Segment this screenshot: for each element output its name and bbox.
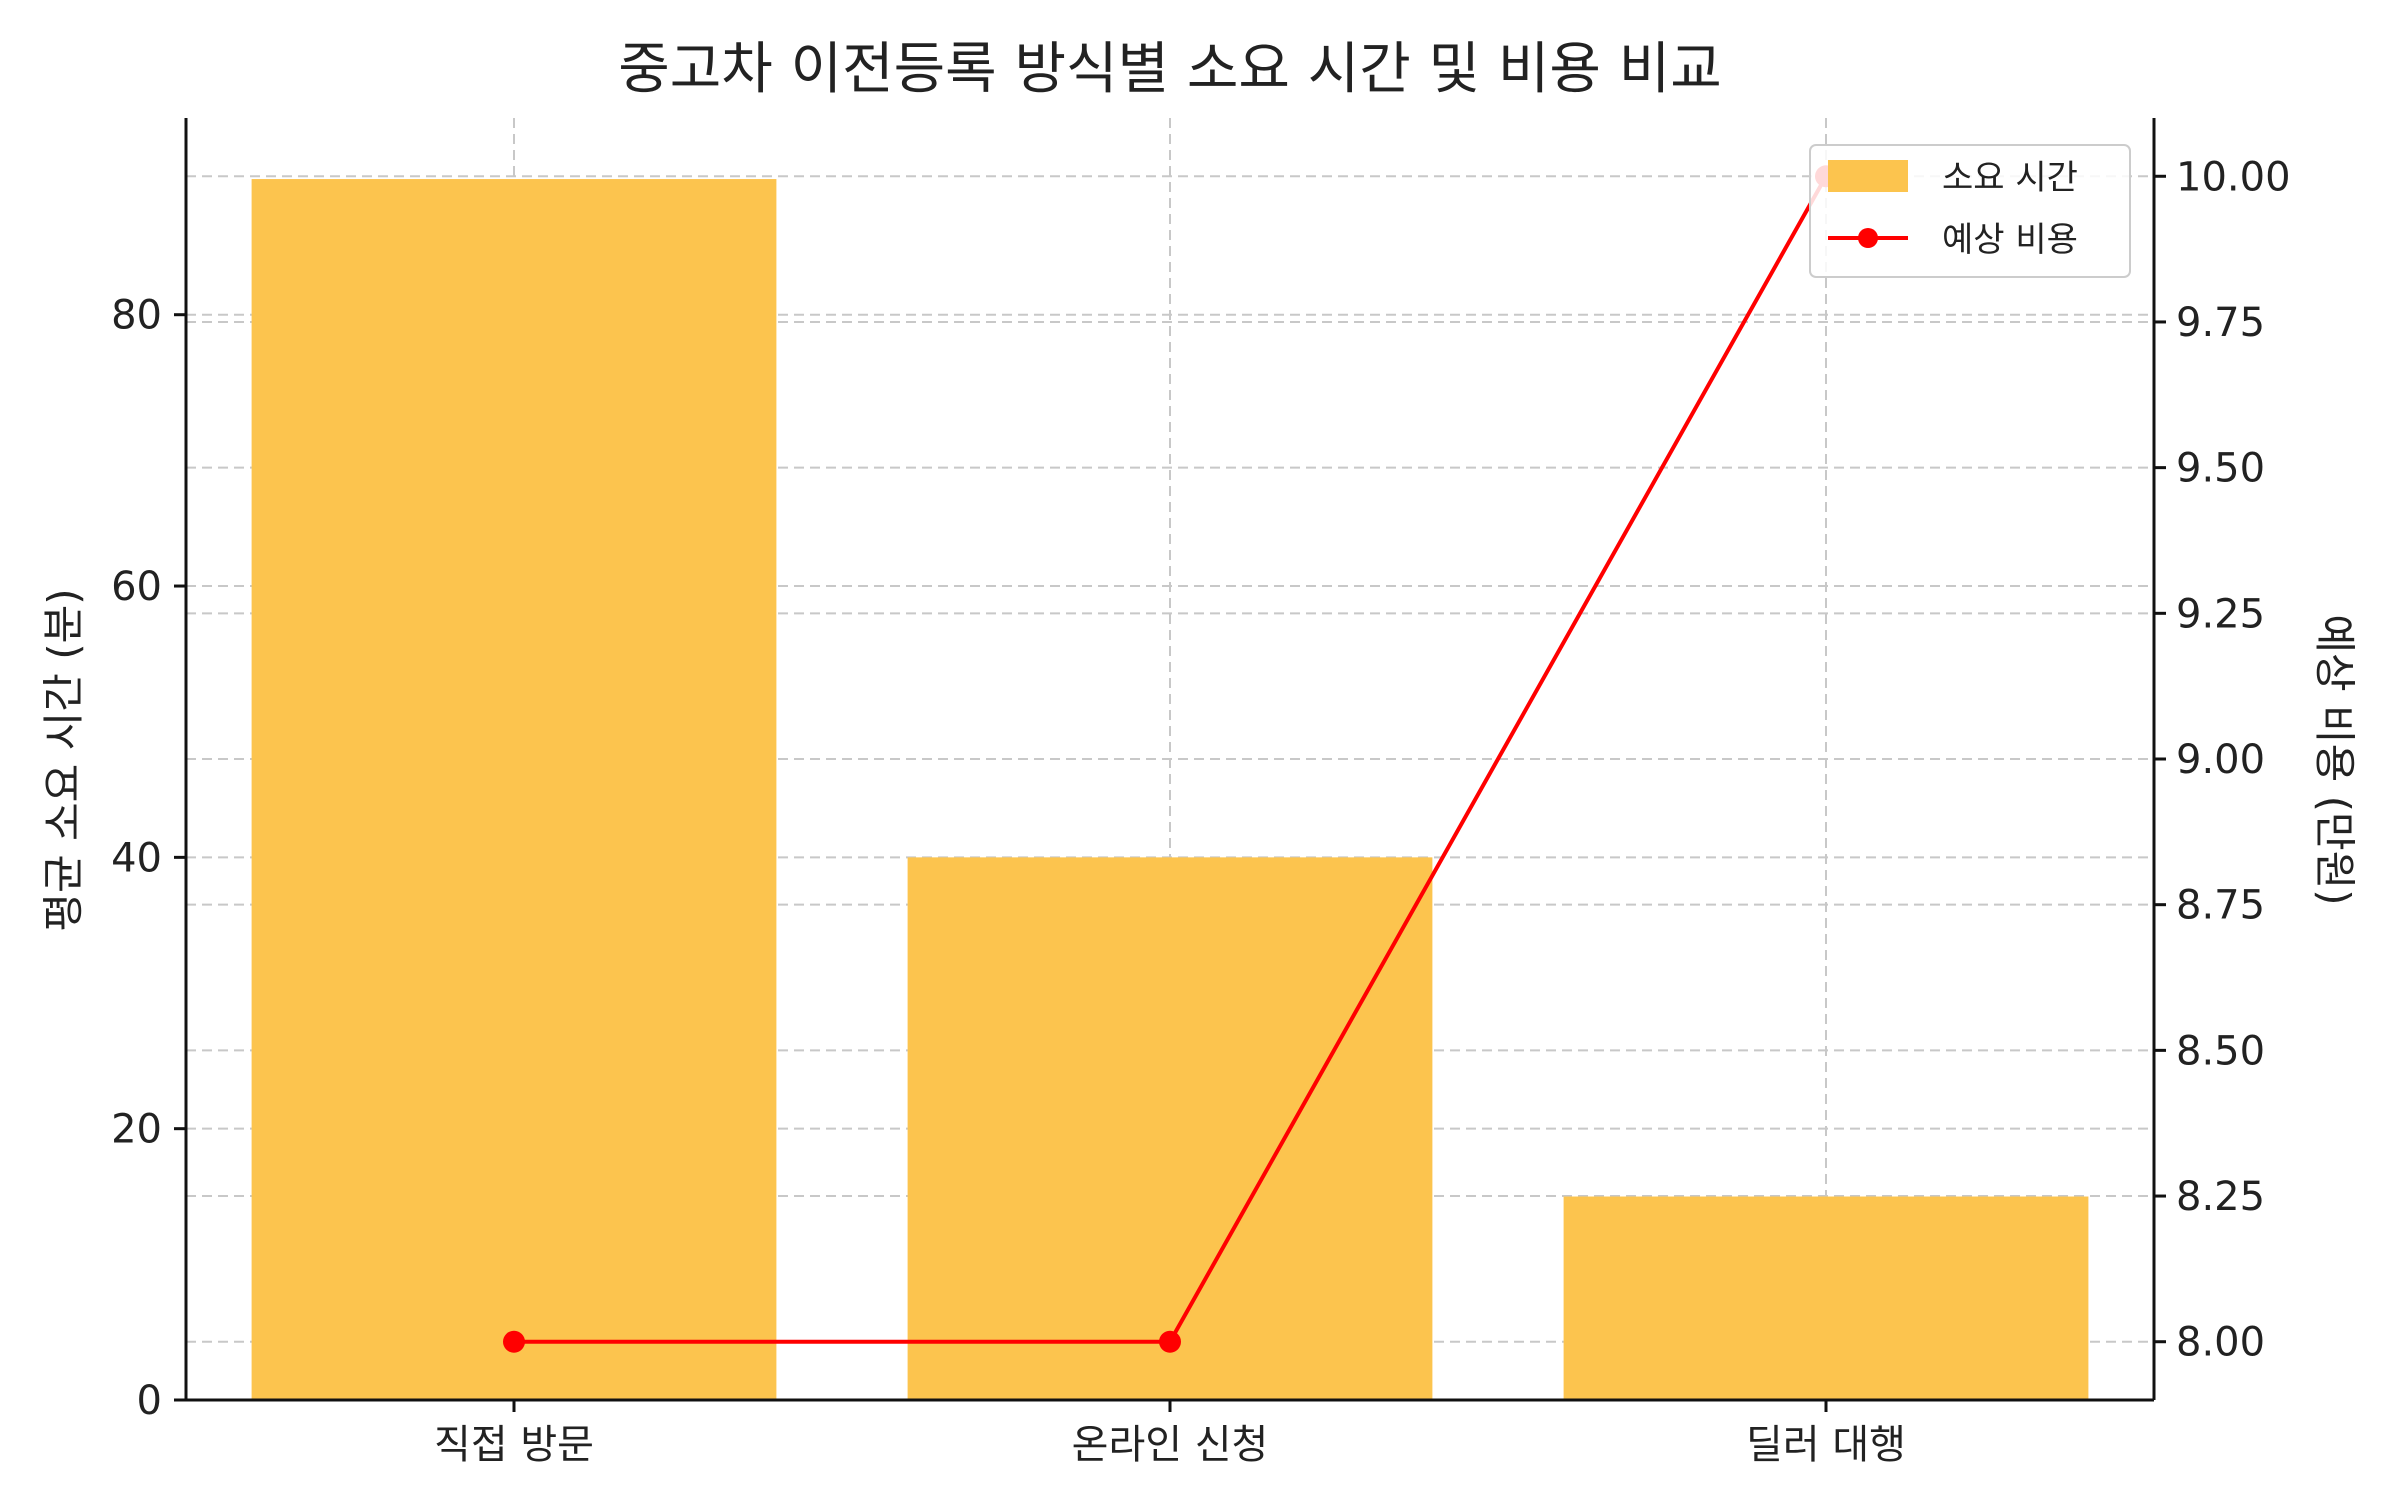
legend-bar-swatch bbox=[1828, 160, 1908, 192]
bar bbox=[251, 179, 777, 1401]
y-left-tick-label: 60 bbox=[111, 564, 162, 610]
y-right-tick-label: 8.25 bbox=[2176, 1174, 2265, 1220]
cost-point bbox=[1159, 1330, 1181, 1353]
y-right-tick-label: 9.75 bbox=[2176, 300, 2265, 346]
y-right-tick-label: 8.00 bbox=[2176, 1320, 2265, 1366]
y-left-axis-label: 평균 소요 시간 (분) bbox=[39, 588, 88, 931]
bar bbox=[907, 857, 1433, 1400]
y-right-tick-label: 10.00 bbox=[2176, 154, 2291, 200]
y-left-tick-label: 0 bbox=[137, 1378, 162, 1424]
cost-point bbox=[503, 1330, 525, 1353]
legend: 소요 시간 예상 비용 bbox=[1809, 144, 2131, 278]
y-left-tick-label: 40 bbox=[111, 835, 162, 881]
bar bbox=[1563, 1196, 2089, 1400]
y-left-tick-label: 20 bbox=[111, 1107, 162, 1153]
y-right-tick-label: 8.50 bbox=[2176, 1028, 2265, 1074]
bar-layer bbox=[251, 179, 2089, 1401]
axis-layer: 0 20 40 60 80 8.00 8.25 8.50 8.75 9.00 9.25 9.50 9.7… bbox=[111, 118, 2291, 1468]
y-right-axis-label: 예상 비용 (만원) bbox=[2310, 614, 2359, 905]
y-right-tick-label: 8.75 bbox=[2176, 883, 2265, 929]
y-right-tick-label: 9.25 bbox=[2176, 591, 2265, 637]
legend-bar-label: 소요 시간 bbox=[1942, 158, 2078, 198]
x-tick-label: 딜러 대행 bbox=[1746, 1422, 1906, 1468]
legend-line-marker bbox=[1858, 228, 1878, 248]
x-tick-label: 직접 방문 bbox=[434, 1422, 594, 1468]
y-right-tick-label: 9.50 bbox=[2176, 446, 2265, 492]
chart-title: 중고차 이전등록 방식별 소요 시간 및 비용 비교 bbox=[618, 37, 1722, 102]
y-right-tick-label: 9.00 bbox=[2176, 737, 2265, 783]
legend-line-label: 예상 비용 bbox=[1942, 220, 2078, 260]
y-left-tick-label: 80 bbox=[111, 293, 162, 339]
x-tick-label: 온라인 신청 bbox=[1072, 1422, 1269, 1468]
